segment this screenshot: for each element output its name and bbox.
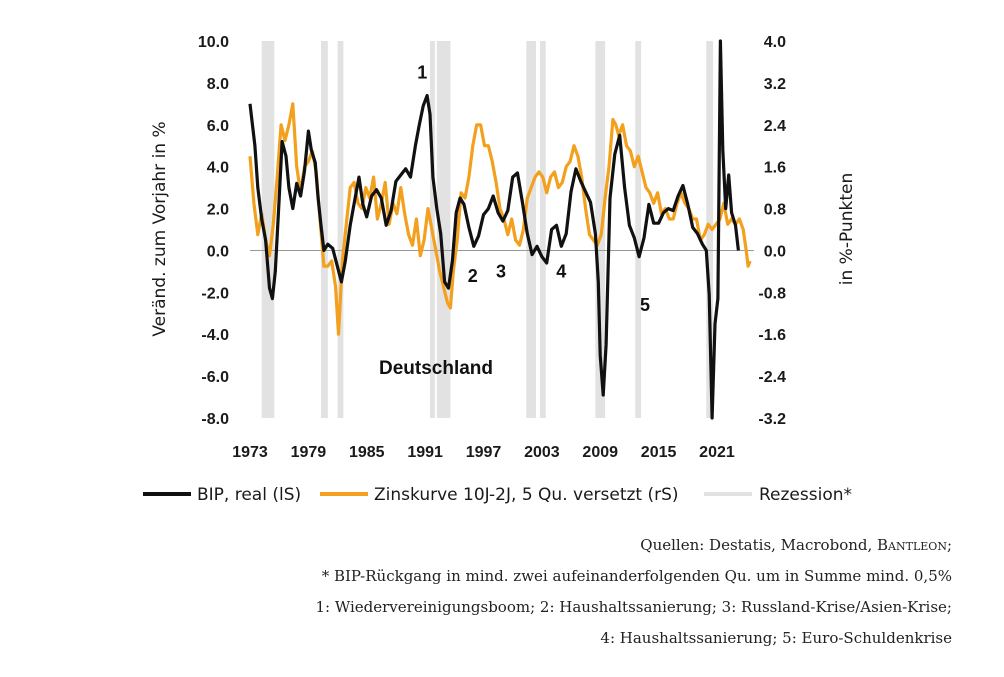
zinskurve-line	[248, 102, 752, 336]
annotation-marker: 4	[556, 262, 566, 282]
sources-suffix: ;	[946, 536, 952, 554]
left-tick-label: 4.0	[207, 160, 229, 177]
x-axis-ticks: 1973 1979 1985 1991 1997 2003 2009 2015 2021	[232, 444, 735, 461]
x-tick-label: 2003	[524, 444, 560, 461]
annotation-marker: 5	[640, 295, 650, 315]
annotation-marker: 3	[496, 262, 506, 282]
recession-footnote: * BIP-Rückgang in mind. zwei aufeinander…	[321, 567, 952, 585]
right-tick-label: -0.8	[758, 285, 786, 302]
annotation-key-2: 4: Haushaltssanierung; 5: Euro-Schuldenk…	[600, 629, 952, 647]
right-axis-title: in %-Punkten	[837, 173, 857, 285]
legend-label-rezession: Rezession*	[759, 485, 852, 505]
region-label: Deutschland	[379, 358, 493, 379]
x-tick-label: 1991	[407, 444, 443, 461]
legend-label-bip: BIP, real (lS)	[197, 485, 301, 505]
annotation-marker: 2	[468, 266, 478, 286]
left-tick-label: 10.0	[198, 34, 229, 51]
x-tick-label: 1985	[349, 444, 385, 461]
recession-band	[261, 41, 275, 418]
right-tick-label: 3.2	[764, 76, 786, 93]
x-tick-label: 2009	[582, 444, 618, 461]
recession-band	[436, 41, 451, 418]
left-tick-label: 2.0	[207, 202, 229, 219]
annotations: 12 3 45	[417, 63, 650, 315]
series-lines	[248, 39, 752, 420]
x-tick-label: 2015	[641, 444, 677, 461]
right-tick-label: -3.2	[758, 411, 786, 428]
chart-notes: Quellen: Destatis, Macrobond, Bantleon; …	[315, 530, 952, 654]
right-tick-label: 2.4	[764, 118, 786, 135]
x-tick-label: 1979	[291, 444, 327, 461]
right-tick-label: 0.8	[764, 202, 786, 219]
left-tick-label: 0.0	[207, 243, 229, 260]
left-tick-label: -8.0	[201, 411, 229, 428]
left-axis-ticks: 10.0 8.0 6.0 4.0 2.0 0.0 -2.0 -4.0 -6.0 -8.0	[198, 34, 229, 428]
annotation-key-1: 1: Wiedervereinigungsboom; 2: Haushaltss…	[315, 598, 952, 616]
recession-band	[321, 41, 328, 418]
recession-band	[526, 41, 537, 418]
right-tick-label: 4.0	[764, 34, 786, 51]
sources-brand: Bantleon	[877, 536, 947, 554]
legend: BIP, real (lS) Zinskurve 10J-2J, 5 Qu. v…	[143, 485, 852, 505]
x-tick-label: 1973	[232, 444, 268, 461]
right-axis-ticks: 4.0 3.2 2.4 1.6 0.8 0.0 -0.8 -1.6 -2.4 -3.2	[758, 34, 786, 428]
right-tick-label: 1.6	[764, 160, 786, 177]
sources-line: Quellen: Destatis, Macrobond, Bantleon;	[315, 530, 952, 561]
left-axis-title: Veränd. zum Vorjahr in %	[150, 121, 170, 336]
right-tick-label: -2.4	[758, 369, 786, 386]
left-tick-label: -6.0	[201, 369, 229, 386]
left-tick-label: -4.0	[201, 327, 229, 344]
left-tick-label: 6.0	[207, 118, 229, 135]
left-tick-label: 8.0	[207, 76, 229, 93]
right-tick-label: 0.0	[764, 243, 786, 260]
recession-band	[337, 41, 344, 418]
right-tick-label: -1.6	[758, 327, 786, 344]
bip-line	[248, 39, 740, 420]
x-tick-label: 1997	[466, 444, 502, 461]
sources-text: Quellen: Destatis, Macrobond,	[640, 536, 878, 554]
recession-band	[539, 41, 546, 418]
annotation-marker: 1	[417, 63, 427, 83]
recession-band	[635, 41, 642, 418]
legend-label-zinskurve: Zinskurve 10J-2J, 5 Qu. versetzt (rS)	[374, 485, 679, 505]
recession-band	[706, 41, 714, 418]
x-tick-label: 2021	[699, 444, 735, 461]
left-tick-label: -2.0	[201, 285, 229, 302]
